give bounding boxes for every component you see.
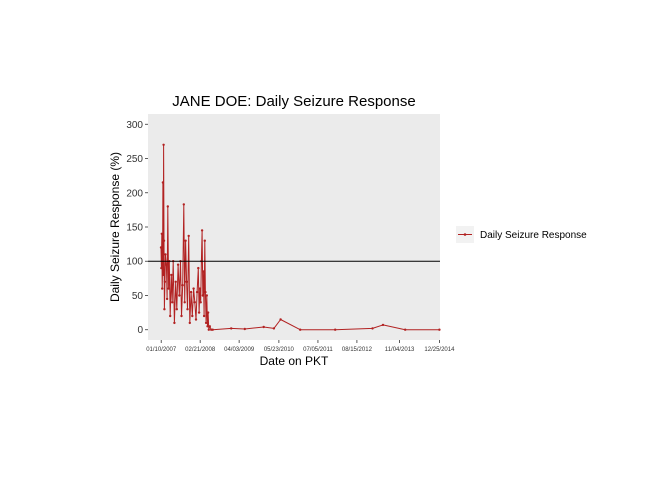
- data-point: [205, 294, 208, 297]
- data-point: [183, 301, 186, 304]
- data-point: [161, 287, 164, 290]
- x-tick-label: 08/15/2012: [342, 347, 373, 353]
- x-tick-label: 07/05/2011: [303, 347, 333, 353]
- data-point: [230, 327, 233, 330]
- y-axis-title: Daily Seizure Response (%): [108, 152, 122, 302]
- data-point: [163, 280, 167, 283]
- data-point: [243, 327, 246, 331]
- data-point: [173, 321, 176, 325]
- legend-key-point: [463, 233, 467, 236]
- data-point: [192, 287, 195, 290]
- data-point: [272, 327, 276, 330]
- data-point: [206, 325, 209, 328]
- data-point: [162, 239, 166, 242]
- data-point: [185, 280, 188, 283]
- data-point: [165, 297, 169, 301]
- chart-title: JANE DOE: Daily Seizure Response: [172, 93, 415, 110]
- legend: Daily Seizure Response: [456, 226, 587, 243]
- data-point: [187, 234, 190, 238]
- data-point: [203, 239, 206, 242]
- legend-label: Daily Seizure Response: [480, 230, 587, 241]
- data-point: [195, 290, 199, 294]
- data-point: [211, 328, 214, 331]
- data-point: [163, 308, 166, 311]
- data-point: [167, 287, 170, 290]
- y-tick-label: 100: [126, 257, 143, 268]
- data-point: [206, 311, 210, 314]
- y-tick-label: 200: [126, 188, 143, 199]
- data-layer: [159, 143, 441, 331]
- data-point: [279, 318, 282, 321]
- data-point: [160, 266, 163, 270]
- data-point: [200, 229, 204, 232]
- data-point: [160, 232, 163, 235]
- data-point: [262, 325, 265, 329]
- data-point: [381, 323, 385, 327]
- data-point: [174, 280, 177, 283]
- data-point: [176, 263, 180, 266]
- data-point: [178, 294, 181, 297]
- data-point: [184, 239, 187, 242]
- x-axis: 01/10/2007 02/21/2008 04/03/2009 05/23/2010…: [146, 340, 455, 353]
- x-tick-label: 04/03/2009: [224, 347, 255, 353]
- x-tick-label: 01/10/2007: [146, 347, 177, 353]
- data-point: [202, 270, 205, 273]
- data-point: [171, 301, 174, 304]
- x-tick-label: 12/25/2014: [424, 347, 455, 353]
- x-tick-label: 11/04/2013: [385, 347, 415, 353]
- data-point: [181, 284, 184, 287]
- data-point: [404, 328, 407, 331]
- data-point: [202, 314, 206, 318]
- data-point: [180, 314, 183, 318]
- x-tick-label: 05/23/2010: [264, 347, 295, 353]
- y-axis: 0 50 100 150 200 250 300: [126, 120, 148, 336]
- data-point: [204, 290, 207, 294]
- x-tick-label: 02/21/2008: [185, 347, 216, 353]
- data-point: [204, 321, 208, 325]
- data-point: [197, 311, 201, 314]
- data-point: [165, 263, 168, 266]
- data-point: [371, 327, 374, 330]
- data-point: [175, 308, 178, 311]
- data-point: [193, 301, 196, 304]
- y-tick-label: 150: [126, 223, 143, 234]
- data-point: [159, 246, 163, 249]
- data-point: [188, 321, 191, 325]
- data-point: [191, 314, 194, 318]
- data-point: [438, 328, 441, 331]
- data-point: [208, 325, 211, 328]
- y-tick-label: 0: [137, 325, 143, 336]
- data-point: [189, 290, 193, 294]
- data-point: [334, 328, 337, 331]
- data-point: [201, 294, 204, 297]
- y-tick-label: 250: [126, 154, 143, 165]
- data-point: [169, 314, 172, 318]
- data-point: [197, 266, 200, 270]
- data-point: [207, 328, 210, 331]
- data-point: [164, 253, 167, 256]
- x-axis-title: Date on PKT: [260, 354, 329, 368]
- data-point: [199, 301, 202, 304]
- data-point: [194, 318, 198, 321]
- data-point: [166, 205, 169, 208]
- data-point: [186, 308, 189, 311]
- data-point: [198, 287, 202, 290]
- data-point: [299, 328, 302, 331]
- y-tick-label: 50: [132, 291, 144, 302]
- data-point: [170, 273, 173, 277]
- y-tick-label: 300: [126, 120, 143, 131]
- data-point: [162, 143, 165, 146]
- data-point: [161, 181, 165, 184]
- data-point: [162, 273, 165, 277]
- data-point: [182, 203, 185, 206]
